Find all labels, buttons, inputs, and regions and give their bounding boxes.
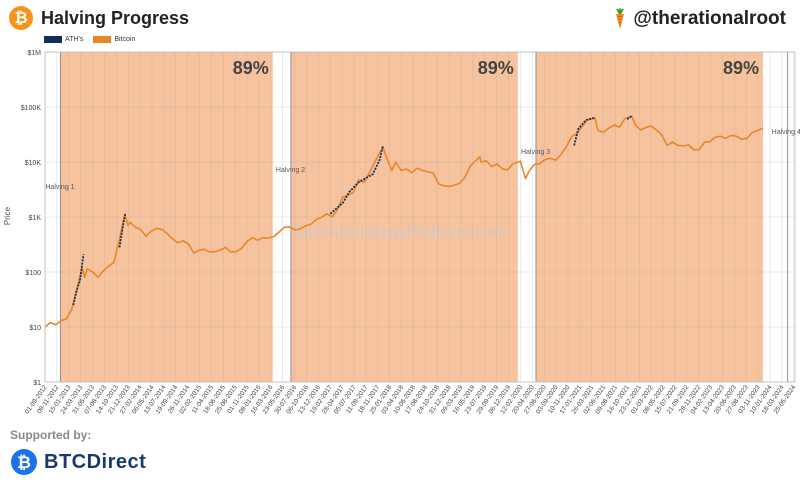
halving-lines bbox=[59, 52, 789, 382]
y-tick-label: $10 bbox=[29, 325, 41, 332]
plot-frame bbox=[44, 51, 796, 383]
ath-segment bbox=[72, 254, 85, 306]
halving-label: Halving 4 bbox=[772, 129, 800, 136]
legend-item-ath: ATH's bbox=[44, 35, 84, 43]
price-chart: BitcoinStrategyPlatform.com 89% 89% 89% Ha… bbox=[3, 50, 800, 416]
halving-label: Halving 3 bbox=[521, 149, 550, 156]
watermark-text: BitcoinStrategyPlatform.com bbox=[293, 222, 507, 241]
chart-gridlines bbox=[44, 51, 795, 383]
progress-band bbox=[60, 52, 273, 382]
svg-text:₿: ₿ bbox=[17, 453, 31, 473]
y-tick-label: $1M bbox=[27, 50, 41, 57]
price-series bbox=[44, 115, 764, 328]
halving-labels: Halving 1 Halving 2 Halving 3 Halving 4 bbox=[45, 129, 800, 191]
halving-label: Halving 1 bbox=[45, 184, 74, 191]
header: ₿ Halving Progress @therationalroot bbox=[0, 0, 800, 34]
progress-label: 89% bbox=[478, 58, 514, 78]
y-tick-label: $1 bbox=[33, 380, 41, 387]
sponsor-link[interactable]: ₿ BTCDirect bbox=[10, 448, 146, 476]
progress-band bbox=[290, 52, 518, 382]
y-tick-label: $1K bbox=[29, 215, 42, 222]
handle-text: @therationalroot bbox=[633, 8, 786, 29]
halving-label: Halving 2 bbox=[276, 167, 305, 174]
bitcoin-logo-icon: ₿ bbox=[9, 6, 33, 30]
progress-label: 89% bbox=[233, 58, 269, 78]
supported-by-label: Supported by: bbox=[10, 428, 92, 442]
ath-segment bbox=[329, 145, 384, 215]
sponsor-name: BTCDirect bbox=[44, 450, 147, 473]
legend-swatch-bitcoin bbox=[93, 35, 112, 43]
y-tick-label: $100 bbox=[25, 270, 41, 277]
y-axis-label: Price bbox=[3, 206, 12, 225]
progress-label: 89% bbox=[723, 58, 759, 78]
chart-legend: ATH's Bitcoin bbox=[44, 34, 135, 44]
y-tick-label: $10K bbox=[25, 160, 42, 167]
legend-label-bitcoin: Bitcoin bbox=[114, 35, 136, 43]
bitcoin-price-line bbox=[44, 115, 764, 328]
legend-item-bitcoin: Bitcoin bbox=[93, 35, 136, 43]
ath-segment bbox=[626, 115, 633, 120]
y-tick-label: $100K bbox=[21, 105, 42, 112]
ath-segment bbox=[118, 213, 127, 248]
btcdirect-logo-icon: ₿ bbox=[11, 449, 37, 475]
author-handle[interactable]: @therationalroot bbox=[611, 8, 786, 30]
footer: Supported by: ₿ BTCDirect bbox=[10, 428, 146, 475]
ath-segment bbox=[573, 116, 596, 146]
progress-bands bbox=[60, 52, 764, 382]
x-axis-ticks: 01-09-201208-11-201215-01-201324-03-2013… bbox=[24, 384, 798, 416]
carrot-icon bbox=[616, 8, 625, 29]
y-axis-ticks: $1 $10 $100 $1K $10K $100K $1M bbox=[21, 50, 42, 387]
progress-labels: 89% 89% 89% bbox=[233, 58, 759, 78]
legend-swatch-ath bbox=[44, 35, 62, 43]
progress-band bbox=[535, 52, 764, 382]
legend-label-ath: ATH's bbox=[65, 35, 84, 43]
page-title: Halving Progress bbox=[41, 8, 190, 28]
